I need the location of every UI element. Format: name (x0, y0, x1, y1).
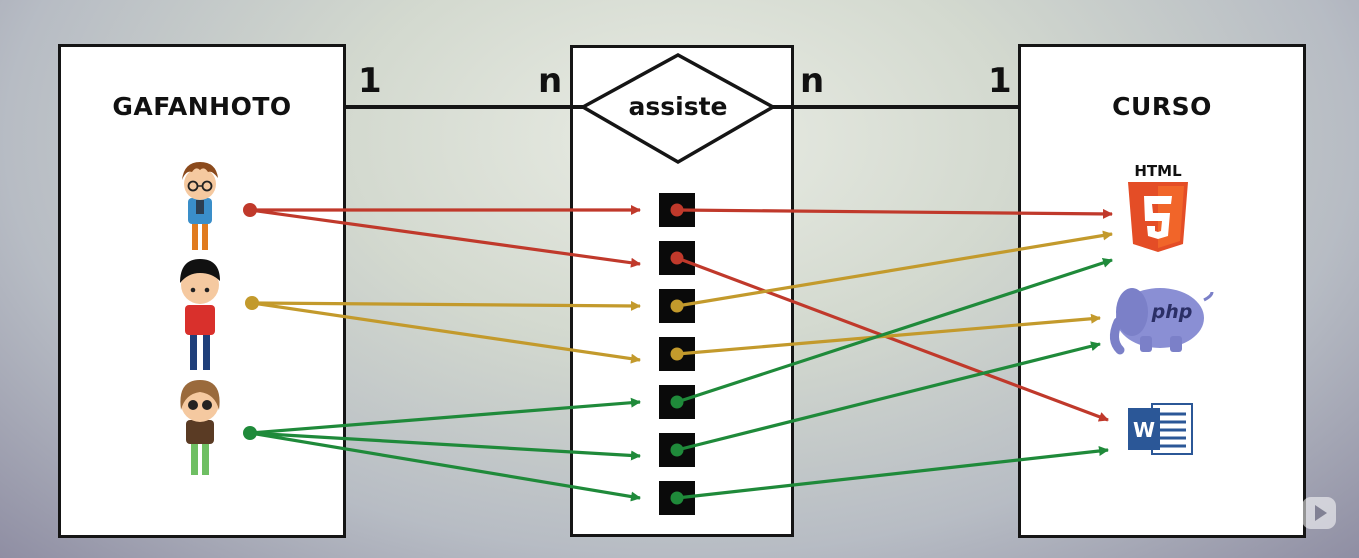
html5-icon: HTML (1128, 162, 1188, 252)
links-layer (243, 193, 1113, 515)
cardinality-left-one: 1 (358, 61, 382, 101)
link-arrow-person-to-assiste (251, 300, 641, 311)
junction-dot (670, 299, 684, 313)
person-link-dot (245, 296, 259, 310)
link-arrow-person-to-assiste (249, 431, 641, 461)
relationship-diamond (579, 53, 777, 165)
play-icon[interactable] (1302, 497, 1336, 529)
person-brown-hair-icon (180, 380, 220, 475)
junction-dot (670, 251, 684, 265)
junction-dot (670, 443, 684, 457)
entity-title-curso: CURSO (1112, 92, 1212, 121)
link-arrow-person-to-assiste (249, 208, 641, 268)
link-arrow-person-to-assiste (249, 397, 641, 435)
person-black-hair-icon (180, 259, 220, 370)
relationship-label: assiste (629, 92, 728, 121)
person-glasses-icon (182, 162, 218, 250)
link-arrow-assiste-to-course (676, 230, 1113, 308)
person-link-dot (243, 426, 257, 440)
word-logo-text: W (1133, 418, 1155, 442)
link-arrow-assiste-to-course (676, 446, 1109, 500)
php-elephant-icon: php (1110, 288, 1214, 355)
cardinality-right-many: n (800, 61, 824, 101)
junction-dot (670, 395, 684, 409)
cardinality-left-many: n (538, 61, 562, 101)
junction-dot (670, 203, 684, 217)
link-arrow-assiste-to-course (676, 341, 1101, 452)
entity-title-gafanhoto: GAFANHOTO (112, 92, 292, 121)
link-arrow-assiste-to-course (676, 208, 1113, 219)
link-arrow-assiste-to-course (676, 313, 1101, 356)
link-arrow-person-to-assiste (251, 301, 641, 364)
link-arrow-assiste-to-course (676, 258, 1113, 404)
php-logo-text: php (1151, 301, 1193, 323)
link-arrow-person-to-assiste (249, 431, 641, 502)
cardinality-right-one: 1 (988, 61, 1012, 101)
junction-dot (670, 491, 684, 505)
link-arrow-assiste-to-course (676, 256, 1109, 422)
word-icon: W (1128, 403, 1193, 455)
person-link-dot (243, 203, 257, 217)
junction-dot (670, 347, 684, 361)
html-logo-text: HTML (1134, 162, 1182, 180)
